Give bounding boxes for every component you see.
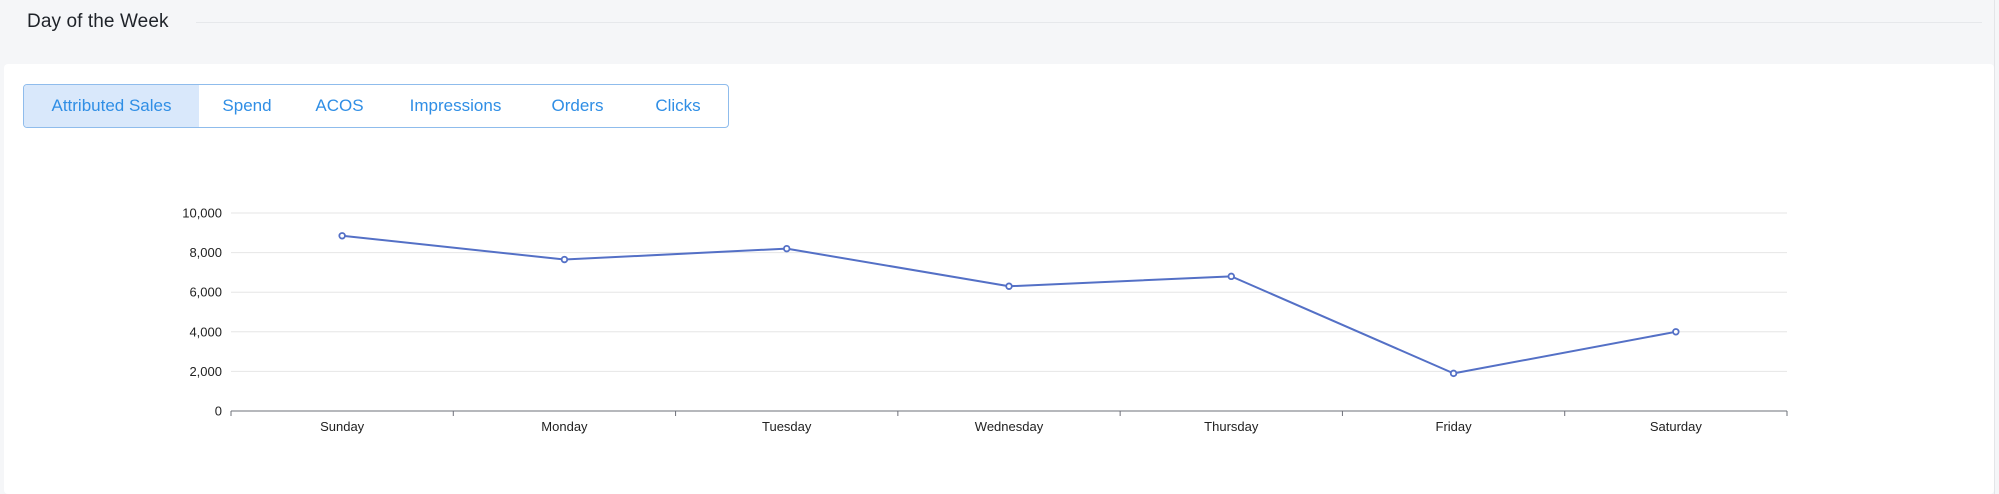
x-tick-label: Monday (541, 419, 588, 434)
y-tick-label: 6,000 (189, 285, 222, 300)
y-tick-label: 8,000 (189, 245, 222, 260)
chart-panel (4, 64, 1994, 494)
tab-clicks[interactable]: Clicks (655, 96, 701, 115)
x-tick-label: Tuesday (762, 419, 812, 434)
y-tick-label: 4,000 (189, 324, 222, 339)
data-point (1005, 282, 1013, 290)
data-point (560, 255, 569, 264)
tab-impressions[interactable]: Impressions (409, 96, 502, 115)
x-tick-label: Friday (1436, 419, 1473, 434)
data-point (1227, 272, 1235, 281)
panel-edge (1994, 0, 1999, 494)
data-point (1672, 328, 1680, 336)
x-tick-label: Thursday (1204, 419, 1259, 434)
y-tick-label: 2,000 (189, 364, 222, 379)
y-tick-label: 10,000 (182, 206, 222, 221)
series-line (342, 234, 1677, 375)
metric-tabs: Attributed Sales Spend ACOS Impressions … (23, 84, 729, 128)
data-point (1449, 369, 1458, 378)
tab-spend[interactable]: Spend (222, 96, 272, 115)
tab-attributed-sales[interactable]: Attributed Sales (24, 85, 199, 127)
section-title: Day of the Week (27, 11, 169, 32)
x-tick-label: Saturday (1650, 419, 1703, 434)
data-point (338, 232, 346, 240)
section-header: Day of the Week (0, 0, 1999, 64)
tab-orders[interactable]: Orders (551, 96, 604, 115)
data-point (783, 244, 791, 253)
x-tick-label: Wednesday (975, 419, 1044, 434)
y-tick-label: 0 (215, 404, 222, 419)
section-divider (196, 22, 1982, 23)
tab-acos[interactable]: ACOS (315, 96, 364, 115)
x-tick-label: Sunday (320, 419, 365, 434)
